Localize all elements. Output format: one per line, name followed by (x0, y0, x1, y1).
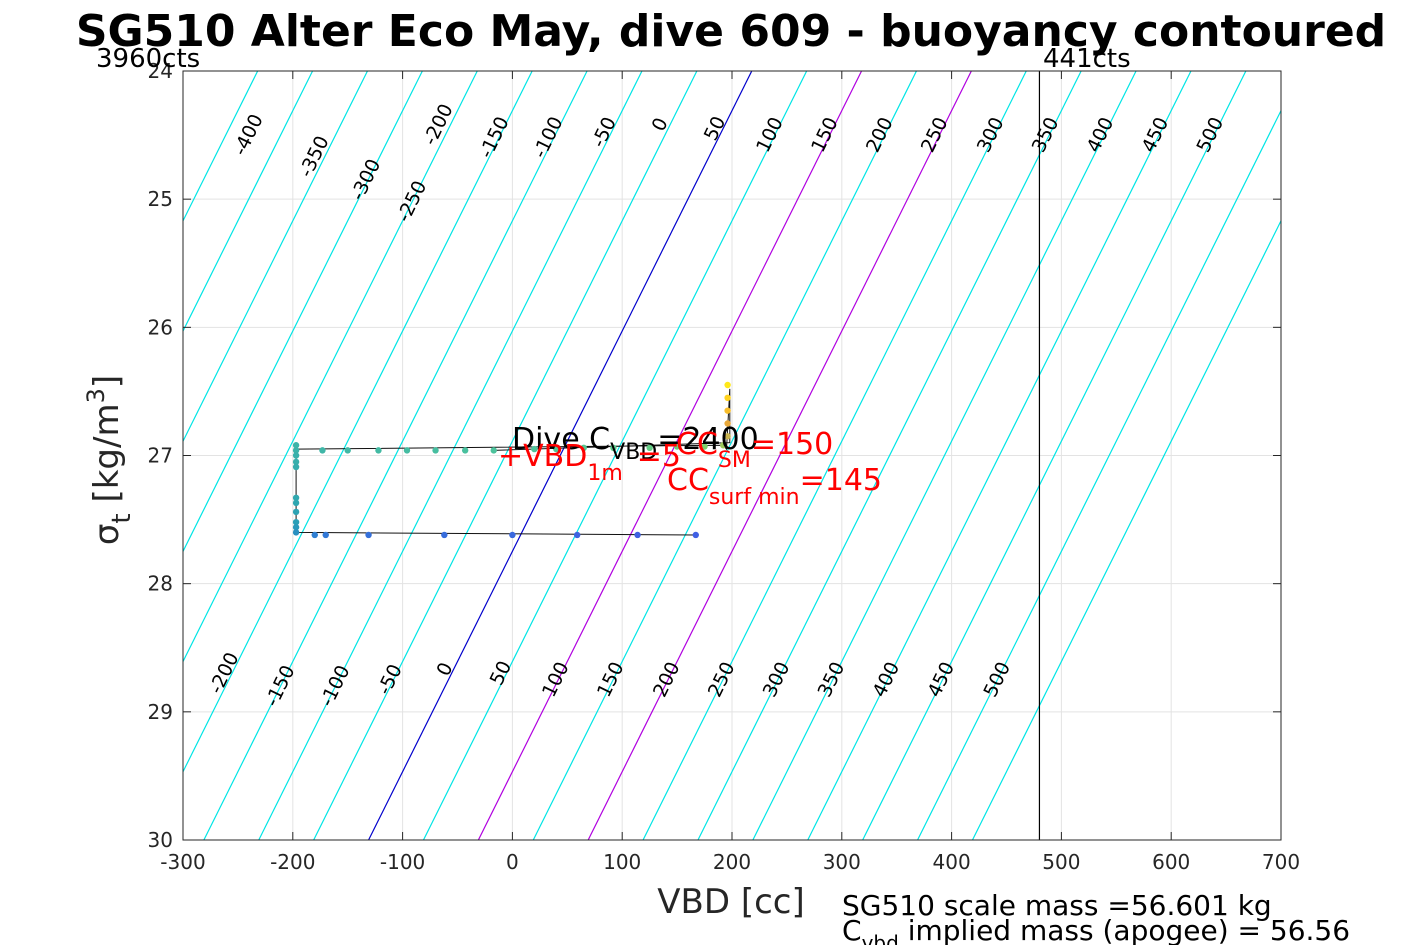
annotation-vbd-1m: +VBD1m =5 (498, 439, 681, 486)
contour-line (642, 71, 1027, 840)
data-point (461, 447, 469, 454)
annotation-dive-cvbd: Dive CVBD=2400 (512, 422, 759, 465)
contour-line (971, 219, 1281, 840)
data-point (701, 443, 708, 450)
data-point (692, 531, 699, 539)
data-point (724, 433, 731, 440)
data-point (490, 447, 497, 454)
data-point (724, 407, 731, 414)
data-point (322, 531, 329, 539)
contour-line (587, 71, 972, 840)
data-point (724, 394, 731, 402)
x-tick-label: 200 (713, 850, 751, 874)
contour-line (368, 71, 753, 840)
contour-line (422, 71, 808, 840)
corner-label-right: 441cts (1043, 44, 1131, 74)
corner-label-left: 3960cts (96, 44, 200, 74)
y-tick-label: 25 (148, 187, 173, 211)
data-point (441, 531, 448, 539)
y-label-unit: [kg/m (87, 403, 127, 502)
data-point (646, 444, 653, 452)
data-point (292, 508, 300, 516)
data-point (292, 442, 300, 449)
contour-line (917, 109, 1281, 840)
data-point (432, 447, 439, 454)
data-point (724, 420, 731, 427)
data-point (724, 381, 731, 389)
x-tick-label: -300 (160, 850, 205, 874)
data-point (553, 445, 560, 453)
data-point (344, 447, 351, 454)
data-point (292, 452, 300, 459)
x-axis-label: VBD [cc] (657, 882, 805, 922)
x-tick-label: -100 (380, 850, 425, 874)
contour-line (752, 71, 1137, 840)
contour-line (258, 71, 643, 840)
data-point (292, 524, 300, 531)
data-point (573, 531, 581, 539)
contour-line (183, 71, 369, 443)
data-point (292, 499, 300, 507)
footer-implied-mass: Cvbd implied mass (apogee) = 56.56 (842, 914, 1350, 945)
annotation-cc-surf-min: CCsurf min=145 (667, 463, 882, 510)
contour-line (313, 71, 698, 840)
data-point (319, 447, 326, 454)
y-tick-label: 24 (148, 59, 173, 83)
data-point (292, 518, 300, 526)
contour-line (697, 71, 1082, 840)
contour-line (532, 71, 918, 840)
y-label-unit-end: ] (87, 375, 127, 388)
x-tick-label: 700 (1262, 850, 1300, 874)
data-point (403, 447, 411, 454)
x-tick-label: 500 (1042, 850, 1080, 874)
data-point (292, 463, 300, 471)
y-tick-label: 26 (148, 315, 173, 339)
y-tick-label: 28 (148, 572, 173, 596)
y-label-sigma: σ (87, 524, 127, 546)
data-point (375, 447, 382, 454)
data-point (673, 443, 681, 450)
data-point (365, 531, 372, 539)
y-label-sub: t (107, 513, 137, 523)
contour-line (477, 71, 863, 840)
data-point (292, 447, 300, 454)
x-ticks: -300 -200 -100 0 100 200 300 400 500 600 700 (160, 71, 1300, 874)
x-tick-label: 100 (603, 850, 641, 874)
data-point (531, 445, 538, 453)
y-axis-label: σt [kg/m3] (82, 375, 137, 545)
data-point (720, 442, 727, 449)
x-tick-label: 0 (506, 850, 519, 874)
contour-line (183, 71, 478, 663)
data-point (610, 444, 617, 452)
contour-line (862, 71, 1247, 840)
data-point (634, 531, 641, 539)
x-tick-label: 300 (823, 850, 861, 874)
contour-line (183, 71, 423, 553)
y-tick-label: 29 (148, 700, 173, 724)
data-point (509, 531, 516, 539)
y-label-unit-sup: 3 (82, 388, 110, 403)
data-point (580, 444, 587, 452)
footer-scale-mass: SG510 scale mass =56.601 kg (842, 889, 1272, 922)
x-tick-label: 400 (933, 850, 971, 874)
contour-line (183, 71, 259, 223)
x-tick-label: 600 (1152, 850, 1190, 874)
data-point (292, 529, 300, 536)
annotation-cc-sm: CCSM=150 (676, 427, 833, 473)
y-tick-label: 30 (148, 828, 173, 852)
contour-line (183, 71, 314, 333)
data-point (292, 458, 300, 466)
data-points (292, 381, 731, 539)
data-point (292, 494, 300, 501)
y-ticks: 24 25 26 27 28 29 30 (148, 59, 1281, 852)
contour-line (807, 71, 1192, 840)
contour-lines (183, 71, 1281, 840)
contour-line (183, 71, 533, 774)
y-tick-label: 27 (148, 444, 173, 468)
contour-line (203, 71, 588, 840)
data-point (311, 531, 318, 539)
x-tick-label: -200 (270, 850, 315, 874)
chart-title: SG510 Alter Eco May, dive 609 - buoyancy… (76, 6, 1386, 57)
